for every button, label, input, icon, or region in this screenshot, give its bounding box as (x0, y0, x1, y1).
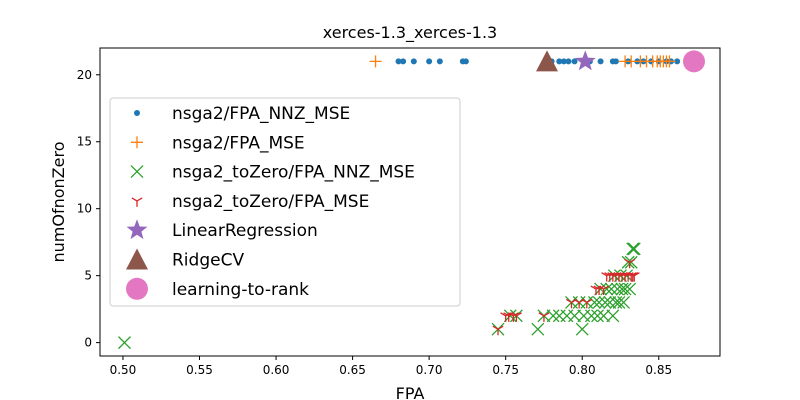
data-point (606, 309, 620, 323)
data-point (556, 58, 563, 65)
data-point (538, 312, 550, 322)
series-linearregression (574, 50, 596, 71)
series-nsga2-fpa-mse (369, 55, 676, 68)
data-point (400, 58, 407, 65)
y-tick-label: 10 (77, 202, 92, 216)
axis-ticks: 0.50 0.55 0.60 0.65 0.70 0.75 0.80 0.85 0 5 10 15 20 (77, 68, 672, 377)
data-point (618, 282, 632, 296)
x-tick-label: 0.65 (339, 363, 366, 377)
y-tick-label: 5 (84, 269, 92, 283)
x-tick-label: 0.70 (416, 363, 443, 377)
x-axis-label: FPA (396, 384, 425, 400)
data-point (617, 295, 631, 309)
data-point (598, 285, 610, 296)
legend-label: nsga2/FPA_MSE (172, 133, 305, 153)
data-point (682, 50, 705, 73)
x-tick-label: 0.50 (110, 363, 137, 377)
data-point (507, 312, 519, 322)
legend-label: learning-to-rank (172, 280, 309, 300)
legend-marker (131, 136, 143, 149)
series-nsga2-tozero-fpa-mse (492, 258, 640, 336)
data-point (426, 58, 433, 65)
data-point (510, 312, 522, 322)
data-point (598, 295, 612, 309)
data-point (118, 336, 131, 350)
legend-marker (134, 110, 140, 116)
data-point (597, 58, 604, 65)
legend: nsga2/FPA_NNZ_MSE nsga2/FPA_MSE nsga2_toZe… (109, 97, 461, 307)
data-point (565, 58, 572, 65)
legend-item: RidgeCV (126, 248, 244, 271)
chart-title: xerces-1.3_xerces-1.3 (323, 23, 497, 43)
series-ridgecv (536, 50, 559, 72)
data-point (623, 282, 637, 296)
data-point (436, 58, 443, 65)
data-point (624, 258, 636, 269)
data-point (612, 295, 626, 309)
data-point (603, 295, 617, 309)
data-point (584, 309, 598, 323)
legend-item: nsga2_toZero/FPA_MSE (131, 192, 369, 212)
legend-marker (130, 165, 144, 179)
legend-label: LinearRegression (172, 221, 318, 241)
legend-item: nsga2/FPA_MSE (131, 133, 305, 153)
legend-marker (126, 277, 148, 300)
series-learning-to-rank (682, 50, 705, 73)
y-tick-label: 15 (77, 135, 92, 149)
data-point (624, 255, 638, 269)
data-point (575, 322, 589, 336)
data-point (592, 295, 606, 309)
data-point (626, 242, 640, 256)
data-point (492, 325, 504, 336)
data-point (663, 55, 676, 68)
legend-label: nsga2_toZero/FPA_MSE (172, 192, 369, 212)
legend-item: nsga2/FPA_NNZ_MSE (134, 104, 350, 124)
data-point (369, 55, 382, 68)
legend-item: LinearRegression (126, 219, 318, 241)
data-point (568, 309, 582, 323)
data-point (588, 295, 601, 309)
x-tick-label: 0.75 (492, 363, 519, 377)
x-tick-label: 0.80 (569, 363, 596, 377)
data-point (674, 58, 681, 65)
x-tick-label: 0.55 (186, 363, 213, 377)
plot-frame (99, 47, 721, 357)
legend-marker (126, 248, 148, 270)
data-point (536, 50, 559, 72)
data-point (571, 58, 578, 65)
series-nsga2-tozero-fpa-nnz-mse (118, 242, 641, 350)
data-point (600, 282, 614, 296)
legend-box (109, 97, 461, 307)
data-point (591, 309, 604, 323)
y-axis-label: numOfnonZero (49, 142, 68, 263)
data-point (604, 282, 618, 296)
data-point (462, 58, 469, 65)
x-tick-label: 0.85 (645, 363, 672, 377)
data-points (118, 50, 705, 350)
data-point (581, 298, 593, 309)
y-tick-label: 0 (84, 336, 92, 350)
legend-marker (126, 219, 148, 240)
y-tick-label: 20 (77, 68, 92, 82)
data-point (612, 58, 619, 65)
legend-marker (131, 197, 143, 207)
data-point (621, 255, 635, 269)
data-point (395, 58, 402, 65)
data-point (410, 58, 417, 65)
data-point (546, 309, 560, 323)
data-point (628, 272, 640, 282)
legend-label: nsga2_toZero/FPA_NNZ_MSE (172, 163, 415, 183)
legend-item: learning-to-rank (126, 277, 309, 300)
data-point (597, 309, 611, 323)
data-point (627, 242, 641, 256)
data-point (560, 58, 567, 65)
data-point (574, 50, 596, 71)
x-tick-label: 0.60 (263, 363, 290, 377)
legend-label: nsga2/FPA_NNZ_MSE (172, 104, 350, 124)
data-point (531, 322, 545, 336)
legend-item: nsga2_toZero/FPA_NNZ_MSE (130, 163, 415, 183)
legend-label: RidgeCV (172, 251, 244, 271)
